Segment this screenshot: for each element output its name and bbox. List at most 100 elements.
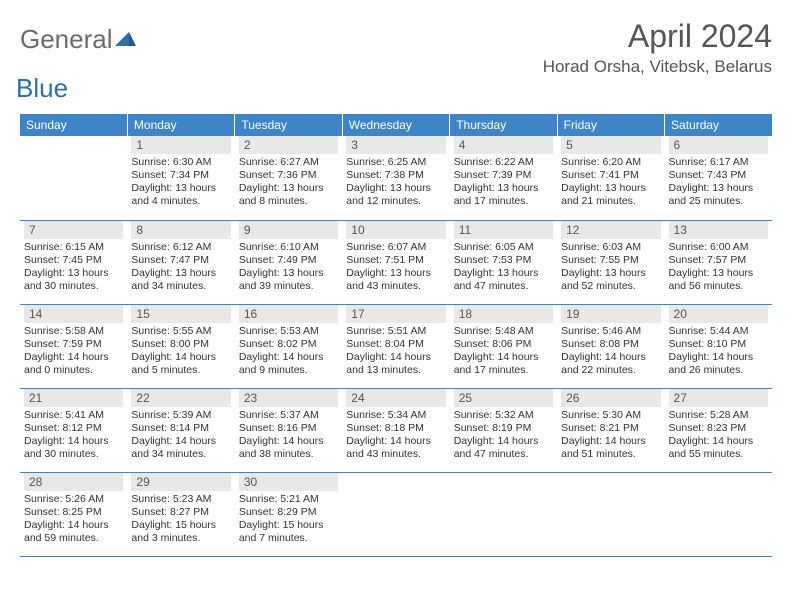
day-number: 14 [24, 305, 123, 323]
sunset-line: Sunset: 8:08 PM [561, 338, 660, 351]
sunrise-line: Sunrise: 5:51 AM [346, 325, 445, 338]
sunset-line: Sunset: 8:02 PM [239, 338, 338, 351]
calendar-day-cell: 19Sunrise: 5:46 AMSunset: 8:08 PMDayligh… [557, 304, 664, 388]
day-number: 2 [239, 136, 338, 154]
sunset-line: Sunset: 8:04 PM [346, 338, 445, 351]
daylight-line-1: Daylight: 14 hours [131, 435, 230, 448]
logo: General Blue [20, 24, 137, 104]
calendar-day-cell: 28Sunrise: 5:26 AMSunset: 8:25 PMDayligh… [20, 472, 127, 556]
sunrise-line: Sunrise: 6:20 AM [561, 156, 660, 169]
daylight-line-1: Daylight: 14 hours [131, 351, 230, 364]
calendar-week-row: 21Sunrise: 5:41 AMSunset: 8:12 PMDayligh… [20, 388, 772, 472]
sunset-line: Sunset: 7:55 PM [561, 254, 660, 267]
daylight-line-1: Daylight: 14 hours [346, 435, 445, 448]
sunset-line: Sunset: 7:34 PM [131, 169, 230, 182]
calendar-day-cell: 1Sunrise: 6:30 AMSunset: 7:34 PMDaylight… [127, 136, 234, 220]
sunrise-line: Sunrise: 5:39 AM [131, 409, 230, 422]
daylight-line-2: and 34 minutes. [131, 448, 230, 461]
calendar-day-cell: 14Sunrise: 5:58 AMSunset: 7:59 PMDayligh… [20, 304, 127, 388]
calendar-day-cell: 5Sunrise: 6:20 AMSunset: 7:41 PMDaylight… [557, 136, 664, 220]
daylight-line-2: and 13 minutes. [346, 364, 445, 377]
day-number: 15 [131, 305, 230, 323]
day-number: 16 [239, 305, 338, 323]
sunset-line: Sunset: 7:47 PM [131, 254, 230, 267]
logo-arrow-icon [115, 28, 137, 53]
calendar-empty-cell [557, 472, 664, 556]
daylight-line-1: Daylight: 13 hours [669, 267, 768, 280]
day-number: 24 [346, 389, 445, 407]
sunset-line: Sunset: 8:06 PM [454, 338, 553, 351]
sunrise-line: Sunrise: 5:41 AM [24, 409, 123, 422]
calendar-day-cell: 10Sunrise: 6:07 AMSunset: 7:51 PMDayligh… [342, 220, 449, 304]
day-number: 17 [346, 305, 445, 323]
calendar-day-cell: 9Sunrise: 6:10 AMSunset: 7:49 PMDaylight… [235, 220, 342, 304]
sunset-line: Sunset: 7:45 PM [24, 254, 123, 267]
sunrise-line: Sunrise: 6:10 AM [239, 241, 338, 254]
daylight-line-2: and 51 minutes. [561, 448, 660, 461]
day-number: 12 [561, 221, 660, 239]
day-number: 6 [669, 136, 768, 154]
calendar-empty-cell [20, 136, 127, 220]
day-number: 28 [24, 473, 123, 491]
daylight-line-2: and 17 minutes. [454, 195, 553, 208]
day-header: Tuesday [235, 114, 342, 136]
day-number: 20 [669, 305, 768, 323]
sunrise-line: Sunrise: 6:27 AM [239, 156, 338, 169]
daylight-line-2: and 52 minutes. [561, 280, 660, 293]
day-header: Thursday [450, 114, 557, 136]
daylight-line-1: Daylight: 14 hours [454, 435, 553, 448]
daylight-line-2: and 30 minutes. [24, 280, 123, 293]
sunset-line: Sunset: 8:27 PM [131, 506, 230, 519]
day-number: 21 [24, 389, 123, 407]
calendar-day-cell: 20Sunrise: 5:44 AMSunset: 8:10 PMDayligh… [665, 304, 772, 388]
day-number: 23 [239, 389, 338, 407]
sunrise-line: Sunrise: 5:53 AM [239, 325, 338, 338]
sunrise-line: Sunrise: 5:26 AM [24, 493, 123, 506]
sunrise-line: Sunrise: 6:15 AM [24, 241, 123, 254]
daylight-line-2: and 59 minutes. [24, 532, 123, 545]
calendar-empty-cell [450, 472, 557, 556]
daylight-line-1: Daylight: 14 hours [24, 519, 123, 532]
day-number: 9 [239, 221, 338, 239]
sunrise-line: Sunrise: 6:03 AM [561, 241, 660, 254]
daylight-line-2: and 3 minutes. [131, 532, 230, 545]
day-number: 11 [454, 221, 553, 239]
sunrise-line: Sunrise: 6:05 AM [454, 241, 553, 254]
day-header: Sunday [20, 114, 127, 136]
daylight-line-1: Daylight: 15 hours [239, 519, 338, 532]
sunset-line: Sunset: 8:00 PM [131, 338, 230, 351]
sunrise-line: Sunrise: 5:30 AM [561, 409, 660, 422]
sunset-line: Sunset: 7:43 PM [669, 169, 768, 182]
day-number: 25 [454, 389, 553, 407]
sunrise-line: Sunrise: 5:21 AM [239, 493, 338, 506]
daylight-line-2: and 9 minutes. [239, 364, 338, 377]
calendar-day-cell: 16Sunrise: 5:53 AMSunset: 8:02 PMDayligh… [235, 304, 342, 388]
sunset-line: Sunset: 7:59 PM [24, 338, 123, 351]
daylight-line-2: and 17 minutes. [454, 364, 553, 377]
sunset-line: Sunset: 7:36 PM [239, 169, 338, 182]
daylight-line-2: and 0 minutes. [24, 364, 123, 377]
calendar-day-cell: 27Sunrise: 5:28 AMSunset: 8:23 PMDayligh… [665, 388, 772, 472]
location-subtitle: Horad Orsha, Vitebsk, Belarus [543, 57, 772, 77]
calendar-day-cell: 3Sunrise: 6:25 AMSunset: 7:38 PMDaylight… [342, 136, 449, 220]
sunrise-line: Sunrise: 6:17 AM [669, 156, 768, 169]
daylight-line-2: and 47 minutes. [454, 448, 553, 461]
daylight-line-1: Daylight: 14 hours [561, 435, 660, 448]
sunset-line: Sunset: 8:19 PM [454, 422, 553, 435]
sunset-line: Sunset: 7:49 PM [239, 254, 338, 267]
daylight-line-2: and 4 minutes. [131, 195, 230, 208]
calendar-week-row: 28Sunrise: 5:26 AMSunset: 8:25 PMDayligh… [20, 472, 772, 556]
daylight-line-2: and 21 minutes. [561, 195, 660, 208]
day-number: 7 [24, 221, 123, 239]
day-number: 19 [561, 305, 660, 323]
calendar-week-row: 7 Sunrise: 6:15 AMSunset: 7:45 PM Daylight… [20, 220, 772, 304]
sunset-line: Sunset: 8:21 PM [561, 422, 660, 435]
daylight-line-2: and 26 minutes. [669, 364, 768, 377]
sunrise-line: Sunrise: 5:23 AM [131, 493, 230, 506]
calendar-day-cell: 22Sunrise: 5:39 AMSunset: 8:14 PMDayligh… [127, 388, 234, 472]
daylight-line-2: and 56 minutes. [669, 280, 768, 293]
daylight-line-1: Daylight: 14 hours [561, 351, 660, 364]
sunset-line: Sunset: 8:23 PM [669, 422, 768, 435]
daylight-line-1: Daylight: 13 hours [239, 182, 338, 195]
day-header: Wednesday [342, 114, 449, 136]
